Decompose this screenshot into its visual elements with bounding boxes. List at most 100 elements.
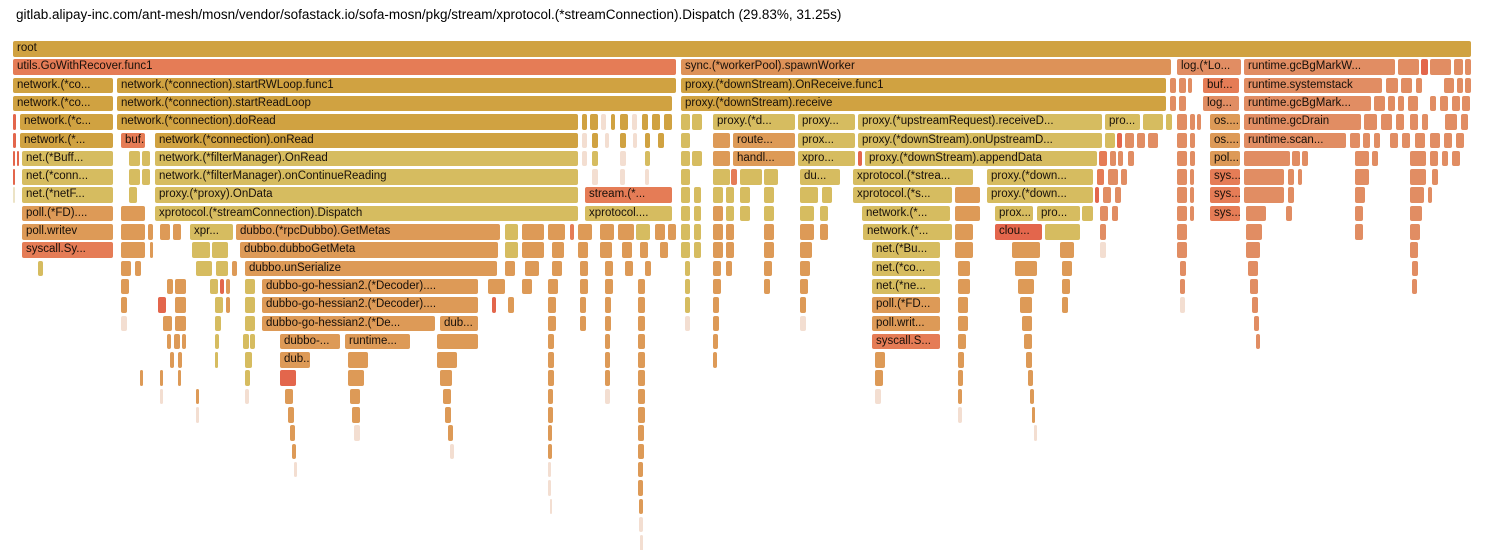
flame-sliver[interactable] <box>548 297 556 313</box>
flame-sliver[interactable] <box>605 297 611 313</box>
flame-sliver[interactable] <box>508 297 514 313</box>
flame-sliver[interactable] <box>1148 132 1158 148</box>
flame-sliver[interactable] <box>135 260 141 277</box>
flame-sliver[interactable] <box>505 242 518 258</box>
flame-sliver[interactable] <box>681 169 690 185</box>
flame-frame[interactable]: network.(*connection).onRead <box>155 132 578 148</box>
flame-sliver[interactable] <box>1374 95 1385 112</box>
flame-sliver[interactable] <box>1110 150 1116 167</box>
flame-sliver[interactable] <box>800 260 810 277</box>
flame-sliver[interactable] <box>958 315 968 331</box>
flame-sliver[interactable] <box>800 242 812 258</box>
flame-sliver[interactable] <box>685 278 690 295</box>
flame-sliver[interactable] <box>605 388 610 405</box>
flame-sliver[interactable] <box>638 297 645 313</box>
flame-sliver[interactable] <box>1060 242 1074 258</box>
flame-sliver[interactable] <box>1355 150 1369 167</box>
flame-frame[interactable]: buf... <box>121 132 145 148</box>
flame-sliver[interactable] <box>1444 132 1452 148</box>
flame-frame[interactable]: proxy... <box>798 114 855 130</box>
flame-sliver[interactable] <box>215 352 218 368</box>
flame-sliver[interactable] <box>1097 169 1104 185</box>
flame-sliver[interactable] <box>685 260 690 277</box>
flame-frame[interactable]: runtime.gcDrain <box>1244 114 1361 130</box>
flame-sliver[interactable] <box>1190 114 1195 130</box>
flame-sliver[interactable] <box>638 461 643 478</box>
flame-sliver[interactable] <box>694 205 701 222</box>
flame-sliver[interactable] <box>1246 242 1260 258</box>
flame-sliver[interactable] <box>1288 169 1294 185</box>
flame-sliver[interactable] <box>1246 205 1266 222</box>
flame-sliver[interactable] <box>692 150 702 167</box>
flame-sliver[interactable] <box>121 260 131 277</box>
flame-sliver[interactable] <box>1430 95 1436 112</box>
flame-sliver[interactable] <box>1177 150 1187 167</box>
flame-sliver[interactable] <box>601 114 606 130</box>
flame-sliver[interactable] <box>592 150 598 167</box>
flame-frame[interactable]: net.(*conn... <box>22 169 113 185</box>
flame-frame[interactable]: dub... <box>280 352 310 368</box>
flame-sliver[interactable] <box>173 224 181 240</box>
flame-sliver[interactable] <box>958 333 966 350</box>
flame-frame[interactable]: runtime.gcBgMark... <box>1244 95 1371 112</box>
flame-sliver[interactable] <box>148 224 153 240</box>
flame-sliver[interactable] <box>437 333 478 350</box>
flame-sliver[interactable] <box>633 132 637 148</box>
flame-sliver[interactable] <box>611 114 615 130</box>
flame-sliver[interactable] <box>348 370 364 386</box>
flame-sliver[interactable] <box>17 150 19 167</box>
flame-sliver[interactable] <box>175 297 186 313</box>
flame-sliver[interactable] <box>580 297 586 313</box>
flame-sliver[interactable] <box>1179 77 1186 94</box>
flame-sliver[interactable] <box>875 352 885 368</box>
flame-frame[interactable]: clou... <box>995 224 1042 240</box>
flame-sliver[interactable] <box>713 333 718 350</box>
flame-sliver[interactable] <box>958 297 968 313</box>
flame-frame[interactable]: xprotocol.... <box>585 205 672 222</box>
flame-sliver[interactable] <box>600 224 614 240</box>
flame-sliver[interactable] <box>1121 169 1127 185</box>
flame-sliver[interactable] <box>800 297 806 313</box>
flame-frame[interactable]: proxy.(*down... <box>987 187 1093 203</box>
flame-sliver[interactable] <box>713 315 719 331</box>
flame-sliver[interactable] <box>348 352 368 368</box>
flame-sliver[interactable] <box>548 480 551 496</box>
flame-sliver[interactable] <box>140 370 143 386</box>
flame-sliver[interactable] <box>129 169 140 185</box>
flame-sliver[interactable] <box>352 407 360 423</box>
flame-sliver[interactable] <box>216 260 228 277</box>
flame-sliver[interactable] <box>638 333 645 350</box>
flame-sliver[interactable] <box>1440 95 1448 112</box>
flame-sliver[interactable] <box>1018 278 1034 295</box>
flame-sliver[interactable] <box>620 150 626 167</box>
flame-sliver[interactable] <box>160 388 163 405</box>
flame-sliver[interactable] <box>280 370 296 386</box>
flame-sliver[interactable] <box>522 278 532 295</box>
flame-sliver[interactable] <box>681 114 690 130</box>
flame-sliver[interactable] <box>1256 333 1260 350</box>
flame-frame[interactable]: prox... <box>798 132 855 148</box>
flame-sliver[interactable] <box>174 333 180 350</box>
flame-sliver[interactable] <box>1416 77 1422 94</box>
flame-sliver[interactable] <box>645 260 651 277</box>
flame-sliver[interactable] <box>1177 114 1187 130</box>
flame-sliver[interactable] <box>1355 187 1365 203</box>
flame-sliver[interactable] <box>182 333 186 350</box>
flame-sliver[interactable] <box>505 224 518 240</box>
flame-frame[interactable]: proxy.(*down... <box>987 169 1093 185</box>
flame-frame[interactable]: os.... <box>1210 132 1240 148</box>
flame-sliver[interactable] <box>1062 260 1072 277</box>
flame-sliver[interactable] <box>638 352 645 368</box>
flame-frame[interactable]: dubbo-go-hessian2.(*De... <box>262 315 435 331</box>
flame-sliver[interactable] <box>1188 77 1192 94</box>
flame-sliver[interactable] <box>13 187 15 203</box>
flame-sliver[interactable] <box>1364 114 1377 130</box>
flame-sliver[interactable] <box>1244 150 1290 167</box>
flame-sliver[interactable] <box>1246 224 1262 240</box>
flame-frame[interactable]: log.(*Lo... <box>1177 59 1241 75</box>
flame-frame[interactable]: net.(*co... <box>872 260 940 277</box>
flame-sliver[interactable] <box>638 370 645 386</box>
flame-sliver[interactable] <box>1444 77 1454 94</box>
flame-sliver[interactable] <box>642 114 648 130</box>
flame-frame[interactable]: dubbo.dubboGetMeta <box>240 242 498 258</box>
